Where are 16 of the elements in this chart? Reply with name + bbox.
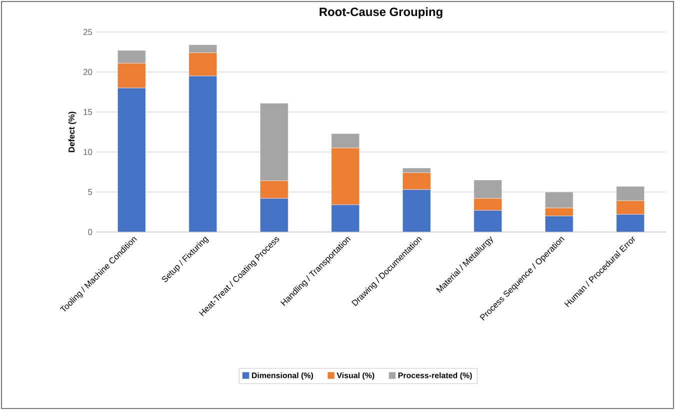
y-tick-label: 5 [88, 189, 92, 195]
bar [474, 210, 502, 232]
y-tick-label: 20 [83, 69, 92, 75]
bar [402, 189, 431, 232]
chart-title: Root-Cause Grouping [320, 7, 442, 18]
bar [616, 214, 645, 232]
y-axis-title: Defect (%) [68, 112, 76, 152]
y-tick-label: 15 [84, 109, 92, 115]
bar [117, 88, 146, 232]
bar [260, 198, 288, 232]
y-tick-label: 25 [83, 29, 92, 35]
y-tick-label: 10 [84, 149, 92, 155]
bar [331, 204, 360, 232]
bar [544, 216, 574, 232]
y-tick-label: 0 [88, 229, 92, 235]
bar [188, 76, 218, 232]
